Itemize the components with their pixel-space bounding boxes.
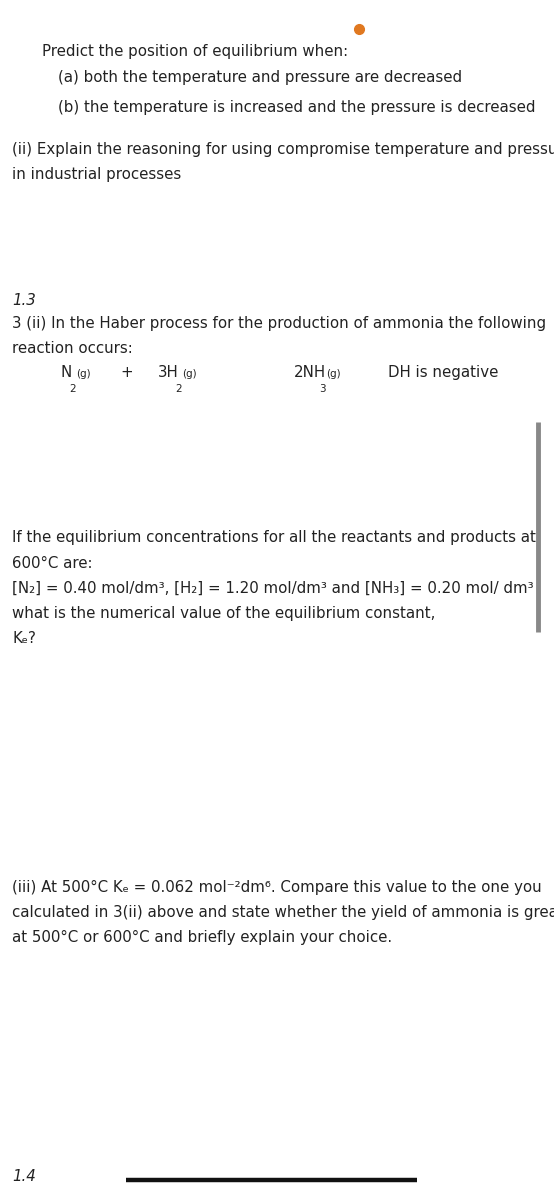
Text: (iii) At 500°C Kₑ = 0.062 mol⁻²dm⁶. Compare this value to the one you: (iii) At 500°C Kₑ = 0.062 mol⁻²dm⁶. Comp… (12, 880, 542, 895)
Text: Predict the position of equilibrium when:: Predict the position of equilibrium when… (42, 44, 348, 59)
Text: 600°C are:: 600°C are: (12, 556, 93, 570)
Text: Kₑ?: Kₑ? (12, 631, 36, 646)
Text: at 500°C or 600°C and briefly explain your choice.: at 500°C or 600°C and briefly explain yo… (12, 930, 392, 946)
Text: 3: 3 (320, 384, 326, 395)
Text: +: + (121, 365, 134, 379)
Text: (a) both the temperature and pressure are decreased: (a) both the temperature and pressure ar… (58, 70, 462, 84)
Text: 2: 2 (175, 384, 182, 395)
Text: (g): (g) (182, 368, 196, 379)
Text: 3H: 3H (158, 365, 178, 379)
Text: If the equilibrium concentrations for all the reactants and products at: If the equilibrium concentrations for al… (12, 530, 536, 545)
Text: (ii) Explain the reasoning for using compromise temperature and pressure: (ii) Explain the reasoning for using com… (12, 142, 554, 156)
Text: (g): (g) (76, 368, 91, 379)
Text: 1.3: 1.3 (12, 293, 36, 307)
Text: what is the numerical value of the equilibrium constant,: what is the numerical value of the equil… (12, 606, 435, 622)
Text: 2: 2 (70, 384, 76, 395)
Text: reaction occurs:: reaction occurs: (12, 341, 133, 355)
Text: 2NH: 2NH (294, 365, 326, 379)
Text: 1.4: 1.4 (12, 1169, 36, 1183)
Text: N: N (61, 365, 72, 379)
Text: (b) the temperature is increased and the pressure is decreased: (b) the temperature is increased and the… (58, 100, 536, 114)
Text: in industrial processes: in industrial processes (12, 167, 182, 181)
Text: [N₂] = 0.40 mol/dm³, [H₂] = 1.20 mol/dm³ and [NH₃] = 0.20 mol/ dm³: [N₂] = 0.40 mol/dm³, [H₂] = 1.20 mol/dm³… (12, 581, 534, 595)
Text: calculated in 3(ii) above and state whether the yield of ammonia is greater: calculated in 3(ii) above and state whet… (12, 905, 554, 919)
Text: DH is negative: DH is negative (388, 365, 498, 379)
Text: (g): (g) (326, 368, 341, 379)
Text: 3 (ii) In the Haber process for the production of ammonia the following: 3 (ii) In the Haber process for the prod… (12, 316, 546, 330)
